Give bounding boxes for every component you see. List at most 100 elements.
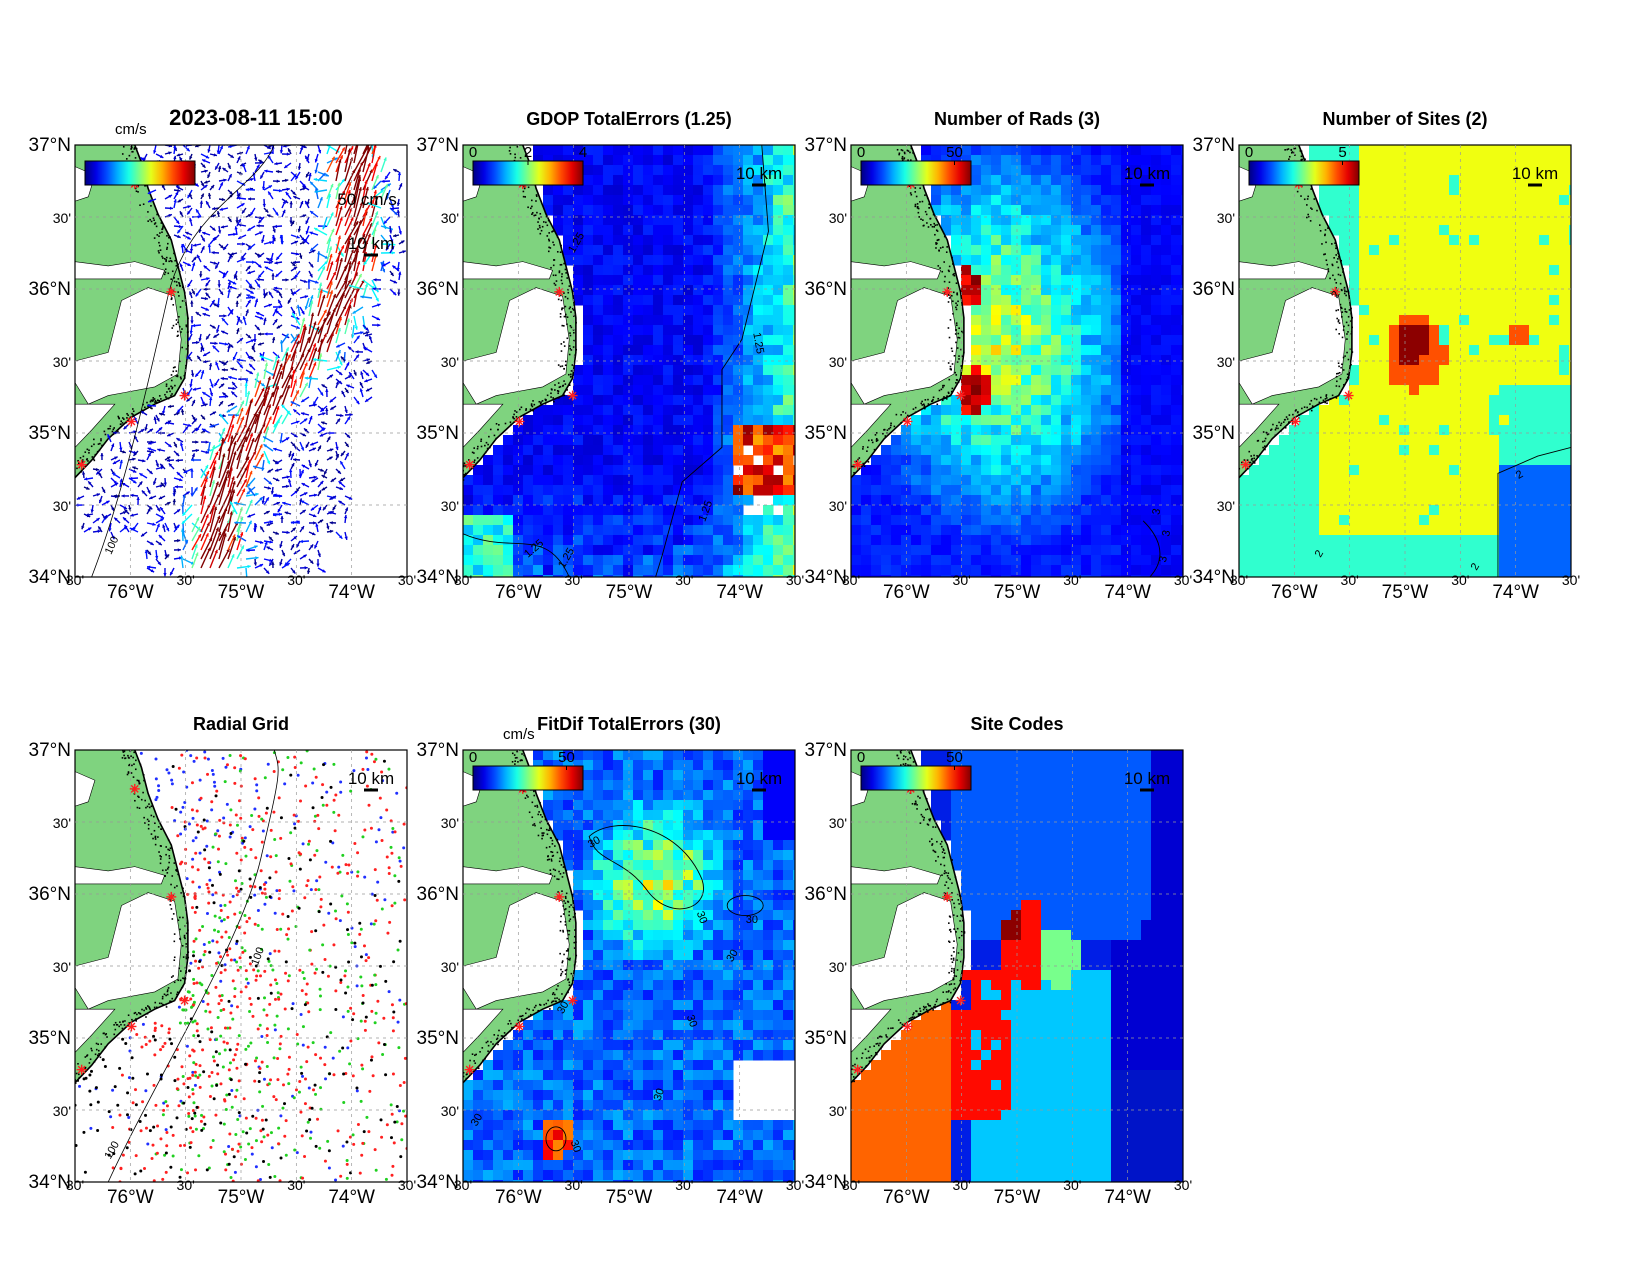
radar-site-marker: [554, 891, 565, 902]
radar-site-marker: [126, 1021, 137, 1032]
lat-tick-label: 36°N: [29, 884, 71, 905]
contour-label: 2: [1469, 561, 1482, 572]
colorbar-unit: cm/s: [115, 121, 147, 138]
sound-water: [75, 403, 116, 448]
lon-tick-label: 30': [953, 1177, 971, 1193]
lat-tick-label: 36°N: [417, 279, 459, 300]
lat-tick-label: 30': [441, 498, 459, 514]
contour-label: 3: [1160, 529, 1173, 537]
sound-water: [75, 287, 182, 405]
lat-tick-label: 34°N: [29, 567, 71, 588]
sound-water: [851, 403, 892, 448]
coastline: [463, 145, 577, 479]
sound-water: [463, 287, 570, 405]
contour-label: 2: [1313, 548, 1326, 559]
colorbar: 0 50: [857, 749, 972, 791]
radar-site-marker: [514, 1021, 525, 1032]
lat-tick-label: 30': [53, 959, 71, 975]
sound-water: [851, 892, 958, 1010]
panel-title: GDOP TotalErrors (1.25): [526, 109, 731, 129]
lon-tick-label: 75°W: [606, 1187, 653, 1208]
lon-tick-label: 30': [1451, 572, 1469, 588]
lon-tick-label: 30': [842, 572, 860, 588]
radar-site-marker: [129, 783, 140, 794]
radar-site-marker: [942, 286, 953, 297]
lon-tick-label: 74°W: [1492, 582, 1539, 603]
contour-label: 30: [724, 948, 741, 965]
lat-tick-label: 36°N: [417, 884, 459, 905]
contour-label: 2: [1514, 468, 1525, 481]
radar-site-marker: [1290, 416, 1301, 427]
lon-tick-label: 30': [1174, 572, 1192, 588]
lon-tick-label: 30': [287, 1177, 305, 1193]
colorbar-tick: 0: [857, 144, 865, 161]
lat-tick-label: 30': [53, 498, 71, 514]
contour-label: 30: [684, 1013, 699, 1029]
lon-tick-label: 74°W: [328, 1187, 375, 1208]
lat-tick-label: 36°N: [805, 884, 847, 905]
lat-tick-label: 30': [53, 210, 71, 226]
panel-title: Site Codes: [970, 714, 1063, 734]
lat-tick-label: 30': [1217, 354, 1235, 370]
lon-tick-label: 75°W: [994, 1187, 1041, 1208]
lon-tick-label: 30': [1562, 572, 1580, 588]
lon-tick-label: 30': [1174, 1177, 1192, 1193]
radar-site-marker: [955, 390, 966, 401]
lon-tick-label: 75°W: [218, 1187, 265, 1208]
sound-water: [463, 892, 570, 1010]
coastline: [1239, 145, 1353, 479]
lon-tick-label: 76°W: [1271, 582, 1318, 603]
radar-site-marker: [179, 390, 190, 401]
panel-title: FitDif TotalErrors (30): [537, 714, 721, 734]
lat-tick-label: 35°N: [29, 1028, 71, 1049]
radar-site-marker: [1330, 286, 1341, 297]
sound-water: [851, 287, 958, 405]
scale-bar-label: 10 km: [736, 769, 782, 788]
lat-tick-label: 30': [441, 210, 459, 226]
lon-tick-label: 74°W: [1104, 582, 1151, 603]
lat-tick-label: 35°N: [417, 1028, 459, 1049]
sound-water: [463, 866, 554, 885]
contour-label: 30: [555, 999, 572, 1016]
lat-tick-label: 37°N: [29, 740, 71, 761]
lon-tick-label: 30': [953, 572, 971, 588]
lon-tick-label: 74°W: [328, 582, 375, 603]
lon-tick-label: 75°W: [994, 582, 1041, 603]
lon-tick-label: 30': [398, 572, 416, 588]
lat-tick-label: 34°N: [805, 567, 847, 588]
radar-site-marker: [126, 416, 137, 427]
lat-tick-label: 34°N: [417, 567, 459, 588]
colorbar-tick: 50: [946, 144, 963, 161]
lon-tick-label: 30': [786, 1177, 804, 1193]
colorbar-tick: 2: [524, 144, 532, 161]
colorbar-tick: 4: [579, 144, 587, 161]
lon-tick-label: 30': [177, 572, 195, 588]
lat-tick-label: 30': [53, 354, 71, 370]
contour-label: 2: [1329, 289, 1342, 300]
lon-tick-label: 74°W: [1104, 1187, 1151, 1208]
colorbar: 0 50: [857, 144, 972, 186]
colorbar-tick: 50: [946, 749, 963, 766]
lat-tick-label: 35°N: [417, 423, 459, 444]
lat-tick-label: 30': [53, 1103, 71, 1119]
sound-water: [851, 1008, 892, 1053]
contour-label: 30: [652, 1087, 667, 1103]
isobath-contour: [91, 145, 275, 577]
radar-site-marker: [852, 459, 863, 470]
lat-tick-label: 35°N: [805, 1028, 847, 1049]
sitecodes-heatmap: [851, 750, 1183, 1182]
scale-bar-label: 10 km: [1124, 164, 1170, 183]
lat-tick-label: 37°N: [417, 135, 459, 156]
radar-site-marker: [955, 995, 966, 1006]
colorbar: 0 2 4: [469, 144, 587, 186]
lat-tick-label: 30': [829, 354, 847, 370]
figure-timestamp: 2023-08-11 15:00: [169, 105, 343, 130]
radar-site-marker: [166, 891, 177, 902]
sound-water: [75, 261, 166, 280]
lon-tick-label: 30': [454, 1177, 472, 1193]
sound-water: [75, 892, 182, 1010]
panel-title: Number of Sites (2): [1322, 109, 1487, 129]
lon-tick-label: 75°W: [606, 582, 653, 603]
radar-site-marker: [852, 1064, 863, 1075]
